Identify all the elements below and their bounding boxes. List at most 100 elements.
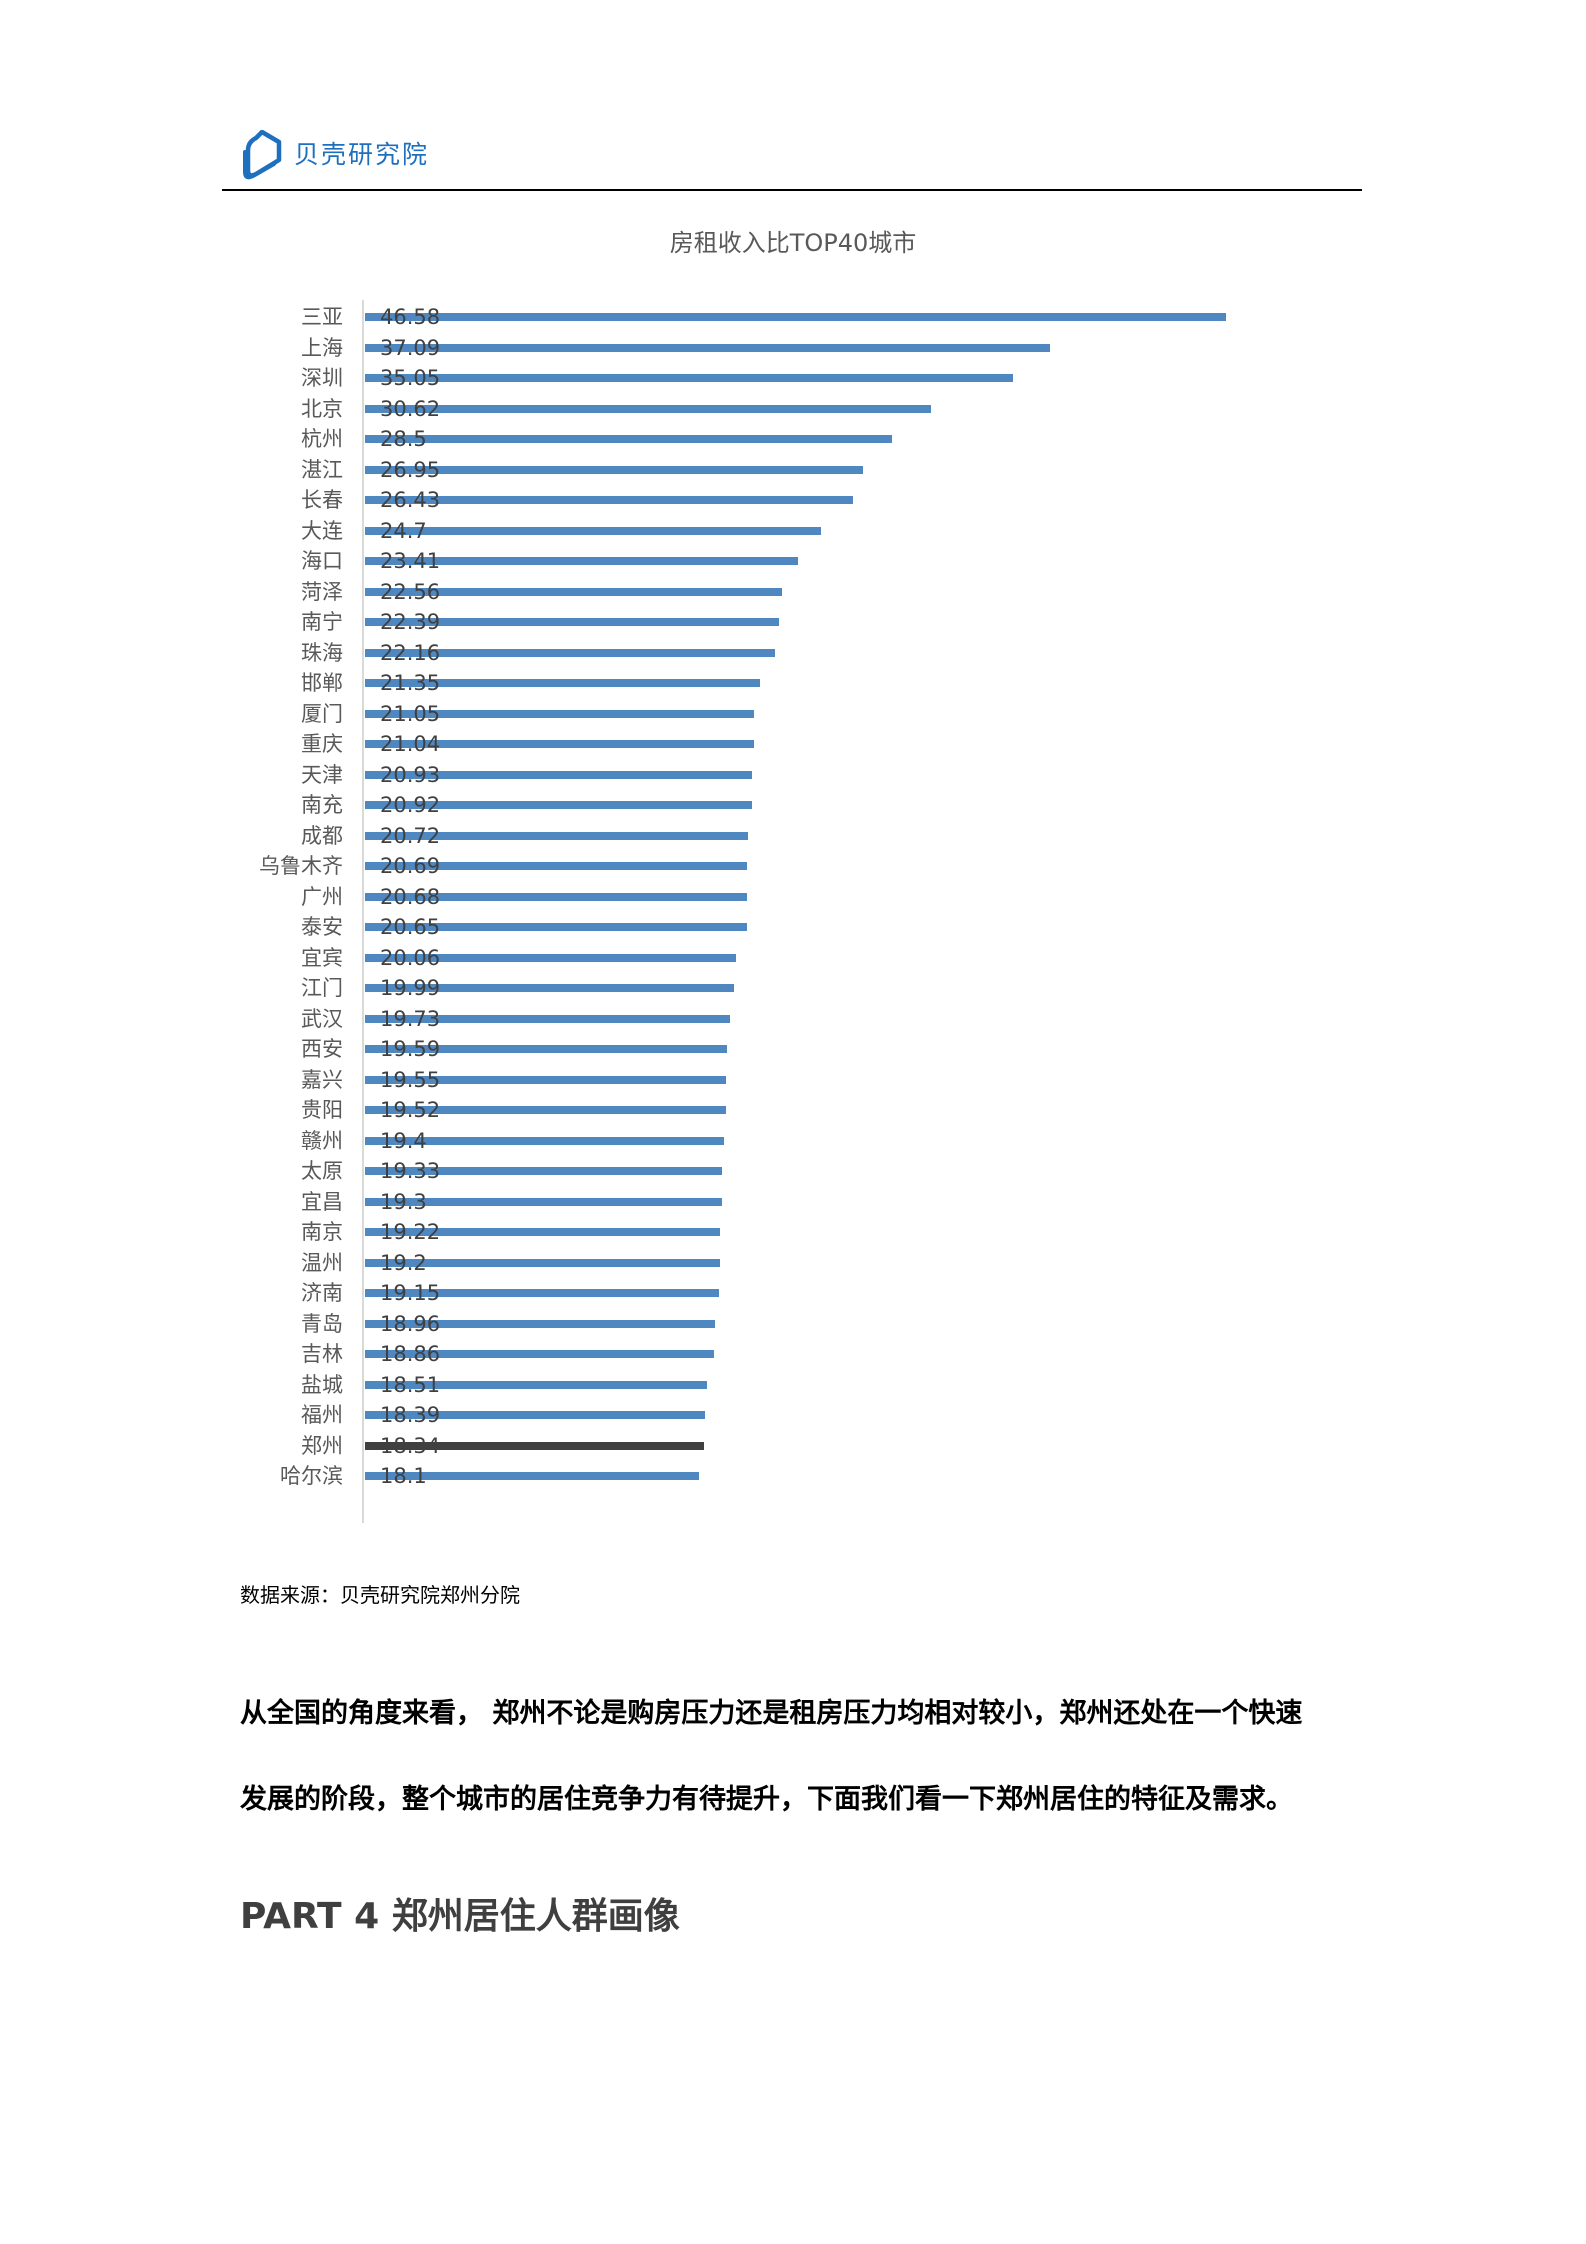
category-label: 南宁 — [301, 610, 343, 634]
category-label: 邯郸 — [301, 671, 343, 695]
chart-row: 哈尔滨 18.1 — [0, 1461, 1586, 1491]
category-label: 青岛 — [301, 1311, 343, 1336]
bar — [365, 526, 822, 535]
chart-row: 上海 37.09 — [0, 333, 1586, 363]
category-label: 太原 — [301, 1159, 343, 1183]
category-label: 泰安 — [301, 915, 343, 939]
bar — [365, 465, 864, 474]
category-label: 西安 — [301, 1037, 343, 1061]
bar — [365, 1136, 724, 1145]
category-label: 厦门 — [301, 701, 343, 726]
value-label: 20.93 — [380, 762, 441, 787]
bar — [365, 984, 735, 992]
chart-row: 福州 18.39 — [0, 1400, 1586, 1430]
chart-row: 广州 20.68 — [0, 882, 1586, 912]
chart-row: 盐城 18.51 — [0, 1370, 1586, 1400]
bar — [365, 770, 752, 779]
value-label: 22.56 — [380, 579, 441, 604]
highlighted-bar — [365, 1441, 704, 1450]
chart-row: 西安 19.59 — [0, 1034, 1586, 1064]
chart-row: 南宁 22.39 — [0, 607, 1586, 637]
value-label: 22.39 — [380, 610, 441, 634]
chart-row: 天津 20.93 — [0, 760, 1586, 790]
chart-row: 北京 30.62 — [0, 394, 1586, 424]
chart-row: 南充 20.92 — [0, 790, 1586, 820]
category-label: 盐城 — [301, 1372, 343, 1397]
beike-logo-icon — [243, 130, 282, 180]
value-label: 37.09 — [380, 335, 441, 360]
category-label: 北京 — [301, 396, 343, 421]
chart-row: 深圳 35.05 — [0, 363, 1586, 393]
value-label: 21.35 — [380, 671, 441, 695]
category-label: 温州 — [301, 1250, 343, 1275]
chart-row: 武汉 19.73 — [0, 1004, 1586, 1034]
chart-row: 青岛 18.96 — [0, 1309, 1586, 1339]
value-label: 19.73 — [380, 1006, 441, 1031]
category-label: 海口 — [301, 549, 343, 573]
chart-row: 江门 19.99 — [0, 973, 1586, 1003]
category-label: 长春 — [301, 488, 343, 512]
value-label: 19.15 — [380, 1281, 441, 1305]
bar — [365, 709, 754, 718]
bar — [365, 1075, 727, 1084]
category-label: 乌鲁木齐 — [259, 854, 343, 878]
category-label: 湛江 — [301, 457, 343, 482]
value-label: 21.05 — [380, 701, 441, 726]
value-label: 18.86 — [380, 1342, 441, 1366]
category-label: 大连 — [301, 518, 343, 543]
value-label: 19.99 — [380, 976, 441, 1000]
category-label: 珠海 — [301, 640, 343, 665]
bar — [365, 1228, 721, 1236]
value-label: 22.16 — [380, 640, 441, 665]
chart-row: 太原 19.33 — [0, 1156, 1586, 1186]
category-label: 郑州 — [301, 1433, 343, 1458]
value-label: 19.55 — [380, 1067, 441, 1092]
bar — [365, 862, 748, 870]
category-label: 天津 — [301, 762, 343, 787]
body-paragraph-line-2: 发展的阶段，整个城市的居住竞争力有待提升，下面我们看一下郑州居住的特征及需求。 — [240, 1784, 1293, 1815]
bar — [365, 1319, 716, 1328]
value-label: 18.1 — [380, 1464, 427, 1488]
value-label: 46.58 — [380, 305, 441, 329]
bar — [365, 1106, 726, 1114]
category-label: 南京 — [301, 1220, 343, 1244]
chart-row: 吉林 18.86 — [0, 1339, 1586, 1369]
bar — [365, 1411, 705, 1419]
category-label: 江门 — [301, 976, 343, 1000]
value-label: 19.2 — [380, 1250, 427, 1275]
value-label: 30.62 — [380, 396, 441, 421]
bar — [365, 923, 747, 931]
value-label: 19.33 — [380, 1159, 441, 1183]
value-label: 26.43 — [380, 488, 441, 512]
section-heading: PART 4 郑州居住人群画像 — [240, 1896, 680, 1937]
chart-row: 郑州 18.34 — [0, 1431, 1586, 1461]
chart-row: 嘉兴 19.55 — [0, 1065, 1586, 1095]
bar — [365, 435, 892, 443]
chart-row: 大连 24.7 — [0, 516, 1586, 546]
value-label: 20.06 — [380, 945, 441, 970]
bar — [365, 831, 748, 840]
value-label: 19.22 — [380, 1220, 441, 1244]
chart-row: 赣州 19.4 — [0, 1126, 1586, 1156]
value-label: 20.65 — [380, 915, 441, 939]
chart-row: 厦门 21.05 — [0, 699, 1586, 729]
value-label: 19.4 — [380, 1128, 427, 1153]
category-label: 南充 — [301, 793, 343, 817]
chart-row: 南京 19.22 — [0, 1217, 1586, 1247]
header-divider — [222, 189, 1362, 191]
category-label: 成都 — [301, 823, 343, 848]
bar — [365, 618, 779, 626]
chart-row: 三亚 46.58 — [0, 302, 1586, 332]
value-label: 18.39 — [380, 1403, 441, 1427]
value-label: 19.52 — [380, 1098, 441, 1122]
bar — [365, 1472, 700, 1480]
bar — [365, 801, 752, 809]
category-label: 三亚 — [301, 305, 343, 329]
category-label: 宜昌 — [301, 1189, 343, 1214]
value-label: 20.69 — [380, 854, 441, 878]
value-label: 20.72 — [380, 823, 441, 848]
chart-row: 湛江 26.95 — [0, 455, 1586, 485]
category-label: 吉林 — [301, 1342, 343, 1366]
chart-row: 长春 26.43 — [0, 485, 1586, 515]
chart-row: 成都 20.72 — [0, 821, 1586, 851]
